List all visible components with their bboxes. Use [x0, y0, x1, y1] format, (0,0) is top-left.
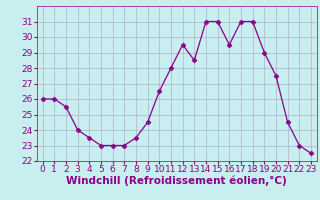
X-axis label: Windchill (Refroidissement éolien,°C): Windchill (Refroidissement éolien,°C): [67, 176, 287, 186]
